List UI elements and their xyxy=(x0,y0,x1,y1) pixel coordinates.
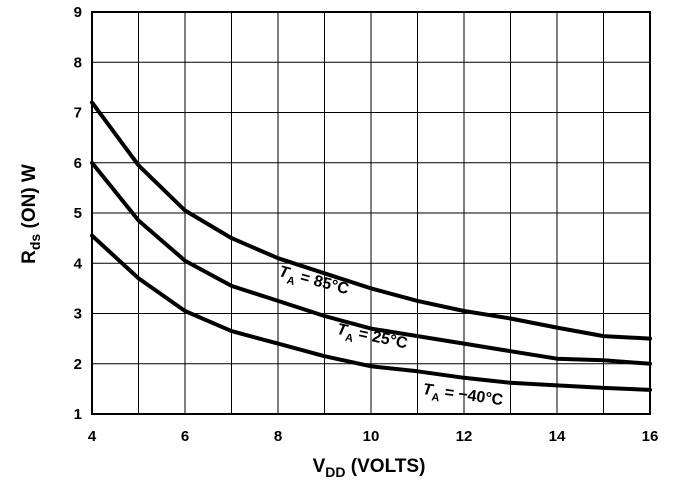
y-tick-label: 6 xyxy=(74,155,82,172)
x-tick-label: 6 xyxy=(181,428,189,445)
series-label-2: TA = 25°C xyxy=(334,321,409,357)
series-line-3 xyxy=(90,233,652,392)
y-tick-label: 7 xyxy=(74,105,82,122)
x-tick-label: 8 xyxy=(274,428,282,445)
plot-frame xyxy=(91,11,651,415)
y-tick-label: 9 xyxy=(74,4,82,21)
y-tick-label: 5 xyxy=(74,205,82,222)
y-axis-title: Rds (ON) W xyxy=(19,164,43,264)
series-line-1 xyxy=(90,100,652,341)
grid-lines xyxy=(92,12,650,414)
series-label-3: TA = −40°C xyxy=(421,381,505,413)
y-tick-label: 3 xyxy=(74,306,82,323)
y-tick-label: 4 xyxy=(74,255,83,272)
x-tick-label: 10 xyxy=(363,428,380,445)
y-tick-label: 1 xyxy=(74,406,82,423)
y-tick-label: 2 xyxy=(74,356,82,373)
plot-border xyxy=(91,11,651,415)
data-curves xyxy=(90,100,652,392)
x-axis-title: VDD (VOLTS) xyxy=(313,456,426,480)
series-line-2 xyxy=(90,160,652,366)
curve-labels: TA = 85°CTA = 25°CTA = −40°C xyxy=(277,263,505,413)
x-tick-label: 16 xyxy=(642,428,659,445)
y-tick-label: 8 xyxy=(74,54,82,71)
x-tick-label: 14 xyxy=(549,428,566,445)
x-tick-label: 4 xyxy=(88,428,97,445)
x-tick-label: 12 xyxy=(456,428,473,445)
